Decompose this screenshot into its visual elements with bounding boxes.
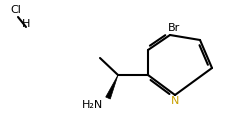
Text: Cl: Cl <box>10 5 21 15</box>
Polygon shape <box>105 75 117 99</box>
Text: N: N <box>170 96 178 106</box>
Text: Br: Br <box>167 23 180 33</box>
Text: H: H <box>22 19 30 29</box>
Text: H₂N: H₂N <box>81 100 103 110</box>
